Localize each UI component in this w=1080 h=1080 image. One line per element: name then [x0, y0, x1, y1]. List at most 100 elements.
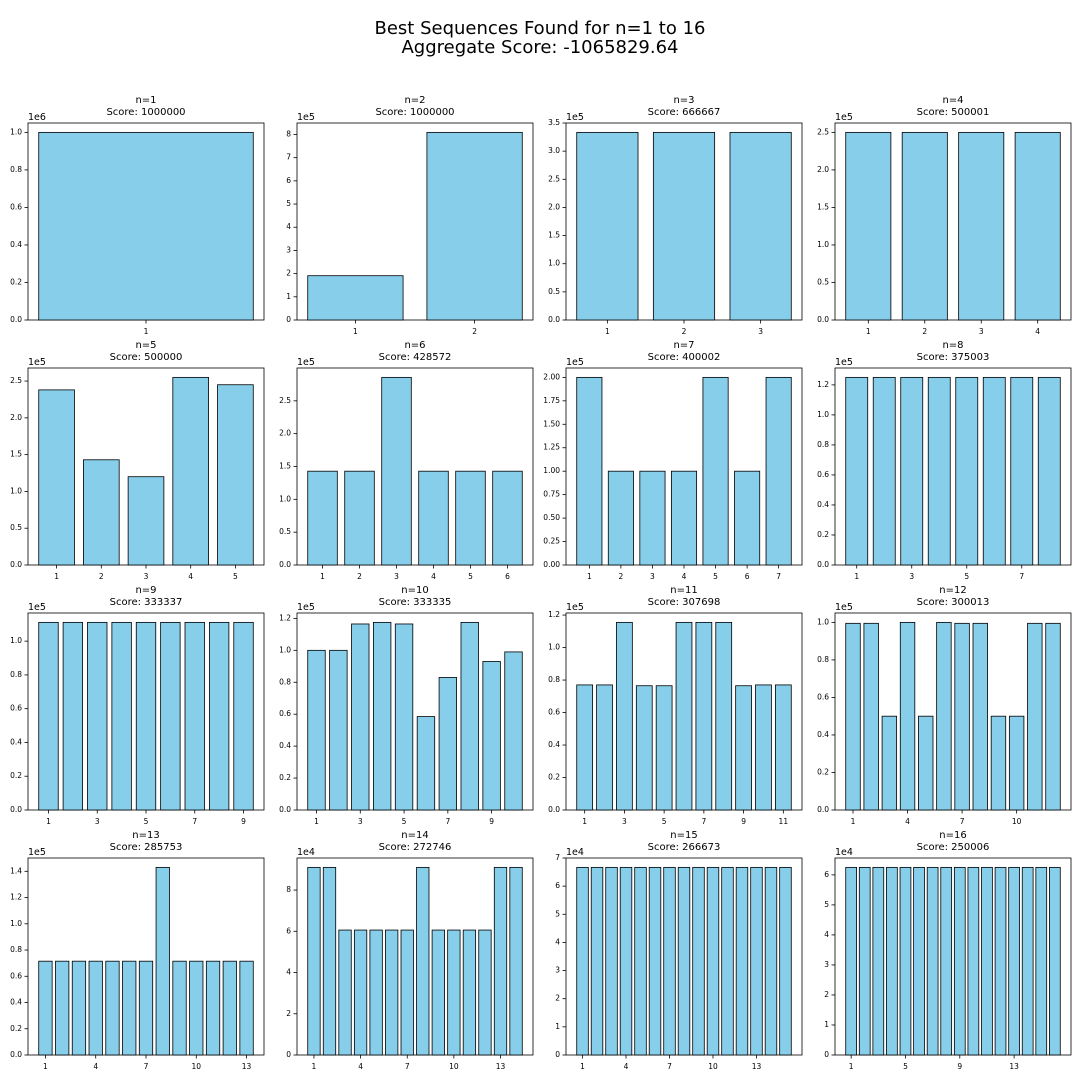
y-tick-label: 6 — [286, 926, 291, 935]
bar — [1008, 866, 1020, 1056]
subplot-subtitle: Score: 400002 — [648, 352, 721, 363]
bar — [940, 866, 953, 1056]
y-tick-label: 1.5 — [279, 462, 291, 471]
y-tick-label: 2 — [286, 1009, 291, 1018]
y-tick-label: 7 — [286, 153, 291, 162]
x-tick-label: 9 — [741, 817, 746, 826]
bar — [1045, 622, 1061, 811]
y-tick-label: 0.5 — [817, 277, 829, 286]
bar — [1035, 866, 1048, 1056]
plot-frame — [834, 367, 1072, 566]
y-tick-label: 0 — [286, 1050, 291, 1059]
bar — [655, 685, 673, 811]
x-tick-label: 4 — [905, 817, 910, 826]
y-tick-label: 1.0 — [10, 636, 22, 645]
x-tick-label: 6 — [745, 572, 750, 581]
bar — [416, 866, 430, 1056]
y-tick-label: 2.0 — [279, 429, 291, 438]
y-tick-label: 1.2 — [817, 380, 829, 389]
bar — [307, 649, 326, 811]
y-tick-label: 2.5 — [10, 376, 22, 385]
x-tick-label: 4 — [1035, 327, 1040, 336]
bar — [353, 929, 368, 1056]
y-tick-label: 1.75 — [543, 396, 560, 405]
bar — [715, 621, 733, 811]
x-tick-label: 1 — [54, 572, 59, 581]
bar — [62, 621, 84, 811]
y-tick-label: 1.2 — [279, 613, 291, 622]
bar — [899, 866, 912, 1056]
y-offset-label: 1e5 — [835, 112, 853, 123]
x-tick-label: 7 — [960, 817, 965, 826]
y-offset-label: 1e5 — [28, 602, 46, 613]
bar — [111, 621, 132, 811]
y-tick-label: 0.0 — [817, 560, 829, 569]
bar — [735, 866, 749, 1056]
y-tick-label: 1.00 — [543, 466, 560, 475]
x-tick-label: 1 — [605, 327, 610, 336]
bar — [954, 622, 970, 811]
bar — [87, 621, 108, 811]
x-tick-label: 1 — [854, 572, 859, 581]
bar — [845, 376, 869, 566]
bar — [913, 866, 925, 1056]
y-tick-label: 1.5 — [10, 450, 22, 459]
figure-title: Best Sequences Found for n=1 to 16 — [375, 18, 706, 39]
subplot-title: n=13 — [132, 830, 159, 841]
y-tick-label: 0.0 — [10, 315, 22, 324]
y-tick-label: 2.0 — [548, 202, 560, 211]
y-offset-label: 1e5 — [566, 112, 584, 123]
y-tick-label: 2 — [555, 994, 560, 1003]
subplot-title: n=9 — [135, 585, 156, 596]
y-tick-label: 1.0 — [817, 240, 829, 249]
y-tick-label: 1.0 — [279, 494, 291, 503]
bar — [184, 621, 205, 811]
y-tick-label: 2 — [286, 269, 291, 278]
bar — [482, 661, 501, 811]
x-tick-label: 5 — [402, 817, 407, 826]
y-tick-label: 0.2 — [10, 277, 22, 286]
bar — [160, 621, 181, 811]
bar — [344, 470, 375, 566]
subplot-subtitle: Score: 333335 — [379, 597, 452, 608]
bar — [750, 866, 763, 1056]
y-offset-label: 1e5 — [28, 357, 46, 368]
x-tick-label: 2 — [922, 327, 927, 336]
y-tick-label: 0.6 — [817, 470, 829, 479]
y-tick-label: 1.0 — [548, 259, 560, 268]
y-tick-label: 1.2 — [548, 610, 560, 619]
bar — [462, 929, 477, 1056]
x-tick-label: 2 — [682, 327, 687, 336]
bar — [635, 685, 653, 811]
bar — [619, 866, 633, 1056]
y-tick-label: 0.2 — [817, 767, 829, 776]
bar — [233, 621, 254, 811]
bar — [504, 651, 523, 811]
x-tick-label: 7 — [1019, 572, 1024, 581]
bar — [88, 960, 103, 1056]
y-tick-label: 0.4 — [817, 500, 829, 509]
x-tick-label: 1 — [353, 327, 358, 336]
bar — [721, 866, 734, 1056]
bar — [576, 684, 594, 811]
subplot-subtitle: Score: 428572 — [379, 352, 452, 363]
x-tick-label: 2 — [472, 327, 477, 336]
bar — [155, 866, 170, 1056]
y-tick-label: 0.0 — [548, 805, 560, 814]
y-tick-label: 0 — [555, 1050, 560, 1059]
x-tick-label: 3 — [95, 817, 100, 826]
x-tick-label: 13 — [496, 1062, 506, 1071]
subplot-subtitle: Score: 333337 — [110, 597, 183, 608]
y-tick-label: 0.4 — [10, 998, 22, 1007]
subplot-subtitle: Score: 500001 — [917, 107, 990, 118]
bar — [1049, 866, 1061, 1056]
y-tick-label: 0.0 — [817, 315, 829, 324]
bar — [338, 929, 352, 1056]
y-tick-label: 0.00 — [543, 560, 560, 569]
y-offset-label: 1e6 — [28, 112, 46, 123]
y-tick-label: 8 — [286, 885, 291, 894]
bar — [926, 866, 939, 1056]
y-tick-label: 0.4 — [10, 240, 22, 249]
bar — [172, 376, 209, 566]
bar — [845, 622, 861, 811]
